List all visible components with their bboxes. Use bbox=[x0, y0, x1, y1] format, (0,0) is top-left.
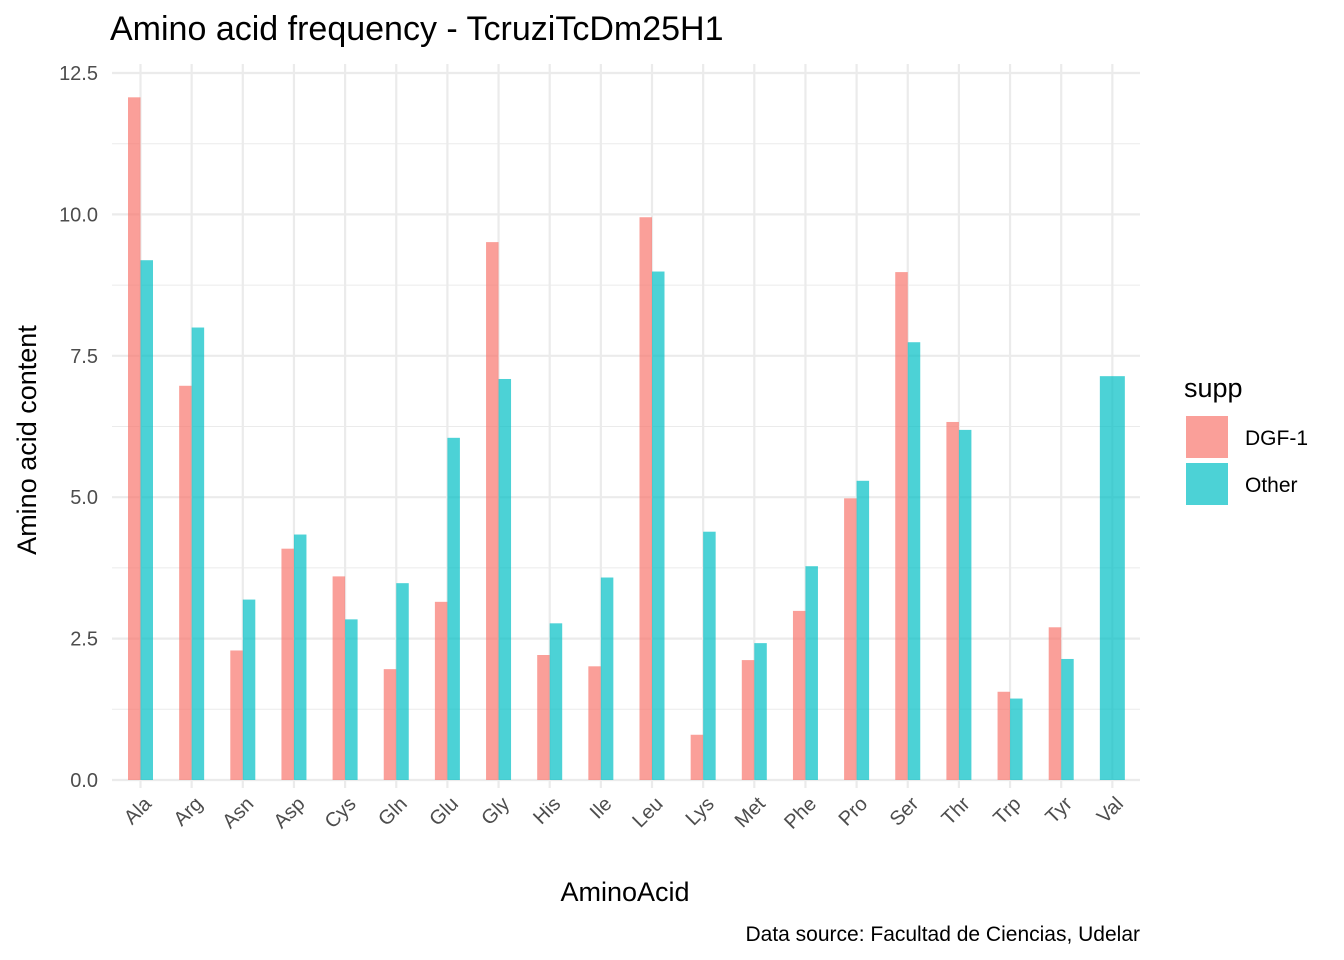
bar-dgf-1-gln bbox=[383, 669, 397, 780]
y-tick-label: 10.0 bbox=[59, 204, 98, 226]
bar-dgf-1-met bbox=[741, 660, 755, 780]
bar-other-thr bbox=[958, 429, 972, 780]
bar-other-asp bbox=[293, 534, 307, 780]
bar-dgf-1-ser bbox=[895, 272, 908, 780]
x-tick-label: Ala bbox=[120, 792, 157, 829]
legend-title: supp bbox=[1184, 373, 1243, 403]
x-tick-label: Arg bbox=[170, 793, 208, 831]
bar-other-val bbox=[1099, 376, 1125, 780]
bar-dgf-1-pro bbox=[844, 498, 857, 780]
bar-dgf-1-ile bbox=[588, 666, 601, 780]
bar-dgf-1-thr bbox=[946, 421, 959, 780]
x-tick-label: Ile bbox=[586, 793, 616, 823]
bar-other-cys bbox=[345, 619, 358, 780]
legend-label-dgf1: DGF-1 bbox=[1245, 427, 1308, 450]
y-axis-title: Amino acid content bbox=[12, 325, 42, 555]
bar-other-arg bbox=[191, 327, 205, 780]
bar-dgf-1-leu bbox=[639, 217, 652, 780]
legend-key-other bbox=[1186, 463, 1228, 505]
x-tick-label: Pro bbox=[835, 793, 873, 831]
bar-other-glu bbox=[447, 437, 460, 780]
x-tick-label: Lys bbox=[682, 793, 719, 830]
x-tick-label: Glu bbox=[425, 793, 463, 831]
x-tick-label: Cys bbox=[321, 793, 361, 833]
x-axis-ticks: Ala Arg Asn Asp Cys Gln Glu Gly His Ile Leu Lys Met P… bbox=[120, 792, 1128, 833]
bar-other-pro bbox=[856, 480, 870, 780]
bar-dgf-1-cys bbox=[332, 576, 346, 780]
x-tick-label: Leu bbox=[628, 793, 667, 832]
bar-other-trp bbox=[1010, 698, 1023, 780]
bar-other-asn bbox=[242, 599, 256, 780]
bar-dgf-1-trp bbox=[997, 691, 1011, 780]
x-axis-title: AminoAcid bbox=[560, 877, 689, 907]
bar-dgf-1-glu bbox=[434, 601, 448, 780]
bar-other-gly bbox=[498, 378, 512, 780]
bar-other-lys bbox=[703, 531, 716, 780]
y-tick-label: 0.0 bbox=[70, 770, 98, 792]
bar-other-ala bbox=[140, 260, 153, 780]
bar-other-met bbox=[754, 643, 767, 780]
y-tick-label: 2.5 bbox=[70, 629, 98, 651]
legend: supp DGF-1 Other bbox=[1184, 373, 1308, 505]
bar-dgf-1-asn bbox=[230, 650, 243, 780]
x-tick-label: His bbox=[529, 793, 565, 829]
bars bbox=[128, 97, 1125, 781]
y-tick-label: 12.5 bbox=[59, 63, 98, 85]
bar-other-ser bbox=[907, 342, 921, 780]
x-tick-label: Phe bbox=[780, 793, 821, 834]
grid-lines bbox=[112, 64, 1140, 788]
x-tick-label: Val bbox=[1093, 793, 1128, 828]
bar-other-gln bbox=[396, 583, 409, 780]
x-tick-label: Thr bbox=[938, 793, 975, 830]
x-tick-label: Gln bbox=[374, 793, 412, 831]
bar-dgf-1-lys bbox=[690, 734, 704, 780]
x-tick-label: Tyr bbox=[1042, 793, 1077, 828]
legend-key-dgf1 bbox=[1186, 416, 1228, 458]
bar-other-his bbox=[549, 623, 563, 780]
x-tick-label: Ser bbox=[886, 793, 924, 831]
bar-dgf-1-arg bbox=[179, 385, 192, 780]
bar-dgf-1-phe bbox=[792, 610, 806, 780]
chart-title: Amino acid frequency - TcruziTcDm25H1 bbox=[110, 10, 724, 48]
bar-dgf-1-his bbox=[537, 655, 550, 780]
legend-label-other: Other bbox=[1245, 474, 1298, 497]
bar-dgf-1-ala bbox=[128, 97, 141, 780]
bar-other-leu bbox=[652, 271, 665, 780]
bar-dgf-1-gly bbox=[486, 242, 499, 781]
x-tick-label: Asp bbox=[270, 793, 310, 833]
bar-dgf-1-tyr bbox=[1048, 627, 1062, 780]
bar-other-ile bbox=[600, 577, 614, 780]
y-tick-label: 5.0 bbox=[70, 487, 98, 509]
x-tick-label: Met bbox=[731, 793, 770, 832]
y-tick-label: 7.5 bbox=[70, 346, 98, 368]
bar-other-phe bbox=[805, 566, 818, 780]
x-tick-label: Trp bbox=[989, 793, 1025, 829]
x-tick-label: Gly bbox=[477, 793, 514, 830]
bar-dgf-1-asp bbox=[281, 548, 294, 780]
x-tick-label: Asn bbox=[218, 793, 258, 833]
bar-other-tyr bbox=[1061, 658, 1074, 780]
y-axis-ticks: 0.0 2.5 5.0 7.5 10.0 12.5 bbox=[59, 63, 98, 792]
caption: Data source: Facultad de Ciencias, Udela… bbox=[745, 923, 1140, 946]
